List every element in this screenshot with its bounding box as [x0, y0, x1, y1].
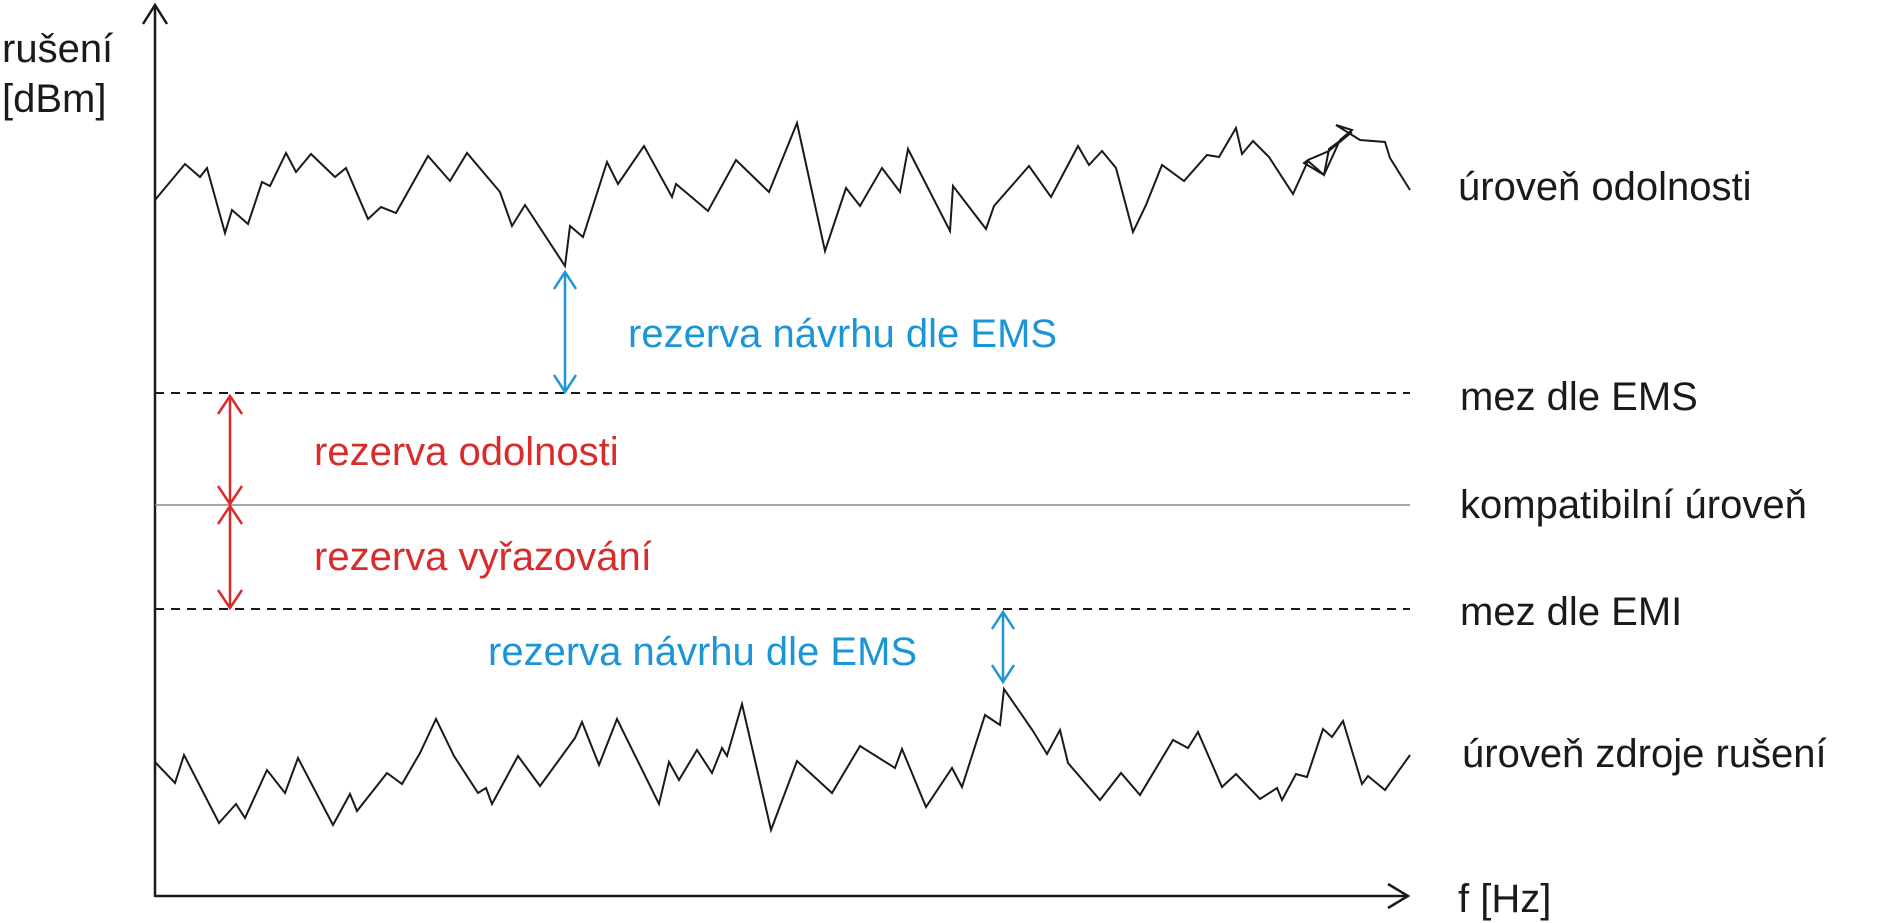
emission-margin-label: rezerva vyřazování — [314, 535, 652, 579]
y-axis-arrowhead — [141, 2, 169, 25]
y-axis-label-line1: rušení — [2, 27, 113, 71]
ems-design-margin-lower-arrowhead-bottom — [990, 664, 1016, 685]
immunity-level-label: úroveň odolnosti — [1458, 165, 1752, 209]
immunity-margin-label: rezerva odolnosti — [314, 430, 619, 474]
x-axis-arrowhead — [1387, 882, 1411, 910]
x-axis-label: f [Hz] — [1458, 877, 1551, 921]
ems-limit-label: mez dle EMS — [1460, 375, 1698, 419]
immunity-margin-arrowhead-top — [216, 393, 244, 415]
ems-design-margin-lower-arrowhead-top — [990, 609, 1016, 630]
ems-design-margin-upper-label: rezerva návrhu dle EMS — [628, 312, 1057, 356]
emission-margin-arrowhead-top — [216, 503, 244, 525]
immunity-level-trace — [154, 119, 1411, 269]
emission-margin-arrowhead-bottom — [216, 589, 244, 611]
y-axis-label-line2: [dBm] — [2, 77, 106, 121]
source-level-label: úroveň zdroje rušení — [1462, 732, 1827, 776]
emi-limit-label: mez dle EMI — [1460, 590, 1682, 634]
ems-design-margin-upper-arrowhead-bottom — [552, 374, 578, 395]
ems-design-margin-upper-arrowhead-top — [552, 269, 578, 290]
compatibility-level-label: kompatibilní úroveň — [1460, 483, 1807, 527]
source-level-trace — [154, 686, 1411, 834]
ems-design-margin-lower-label: rezerva návrhu dle EMS — [488, 630, 917, 674]
